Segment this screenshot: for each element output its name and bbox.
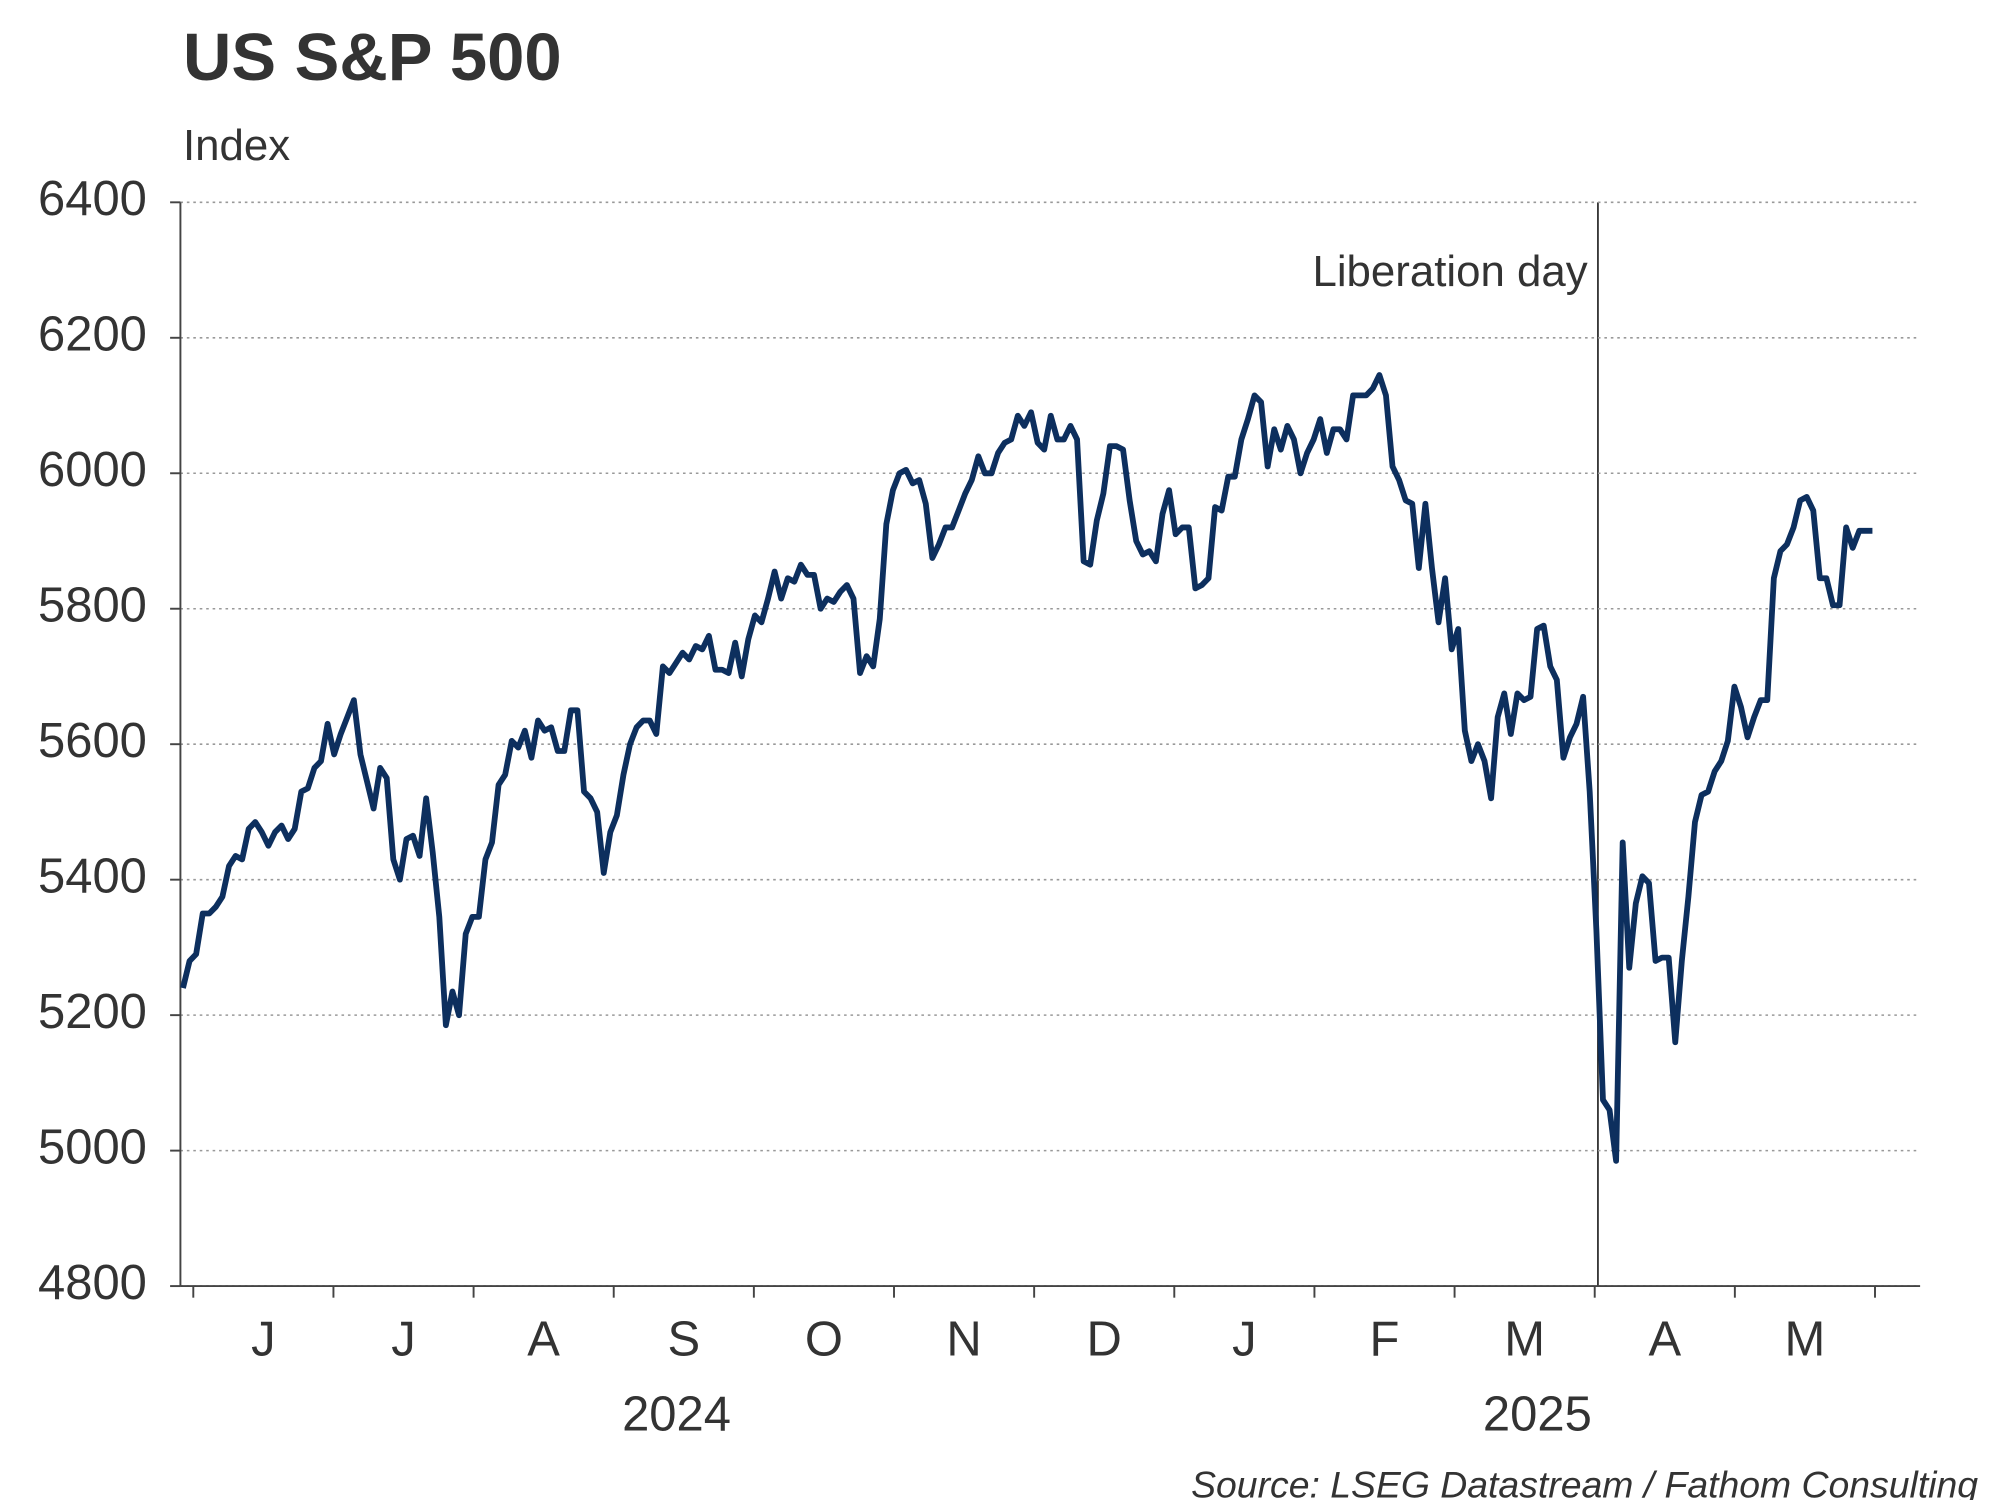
chart-title: US S&P 500: [183, 20, 562, 95]
x-tick-label: M: [1785, 1313, 1826, 1367]
x-tick-label: J: [1232, 1313, 1256, 1367]
x-tick-label: M: [1504, 1313, 1545, 1367]
x-tick-label: J: [251, 1313, 275, 1367]
y-tick-label: 5200: [38, 985, 147, 1039]
x-tick-label: A: [527, 1313, 560, 1367]
x-tick-label: N: [946, 1313, 981, 1367]
annotation: Liberation day: [1312, 247, 1587, 296]
y-tick-label: 5400: [38, 850, 147, 904]
year-label: 2024: [622, 1387, 731, 1441]
y-tick-label: 6400: [38, 172, 147, 226]
y-tick-label: 5600: [38, 714, 147, 768]
x-tick-label: A: [1648, 1313, 1681, 1367]
y-tick-label: 6000: [38, 443, 147, 497]
x-tick-label: J: [391, 1313, 415, 1367]
y-tick-label: 6200: [38, 308, 147, 362]
year-label: 2025: [1483, 1387, 1592, 1441]
y-tick-label: 5800: [38, 579, 147, 633]
x-tick-label: O: [805, 1313, 843, 1367]
y-tick-label: 5000: [38, 1121, 147, 1175]
series-line: [180, 372, 1873, 1164]
source-note: Source: LSEG Datastream / Fathom Consult…: [1191, 1463, 1978, 1500]
x-tick-label: F: [1370, 1313, 1400, 1367]
x-tick-label: S: [667, 1313, 700, 1367]
y-tick-label: 4800: [38, 1256, 147, 1310]
x-tick-label: D: [1087, 1313, 1122, 1367]
axis-unit: Index: [183, 121, 290, 170]
